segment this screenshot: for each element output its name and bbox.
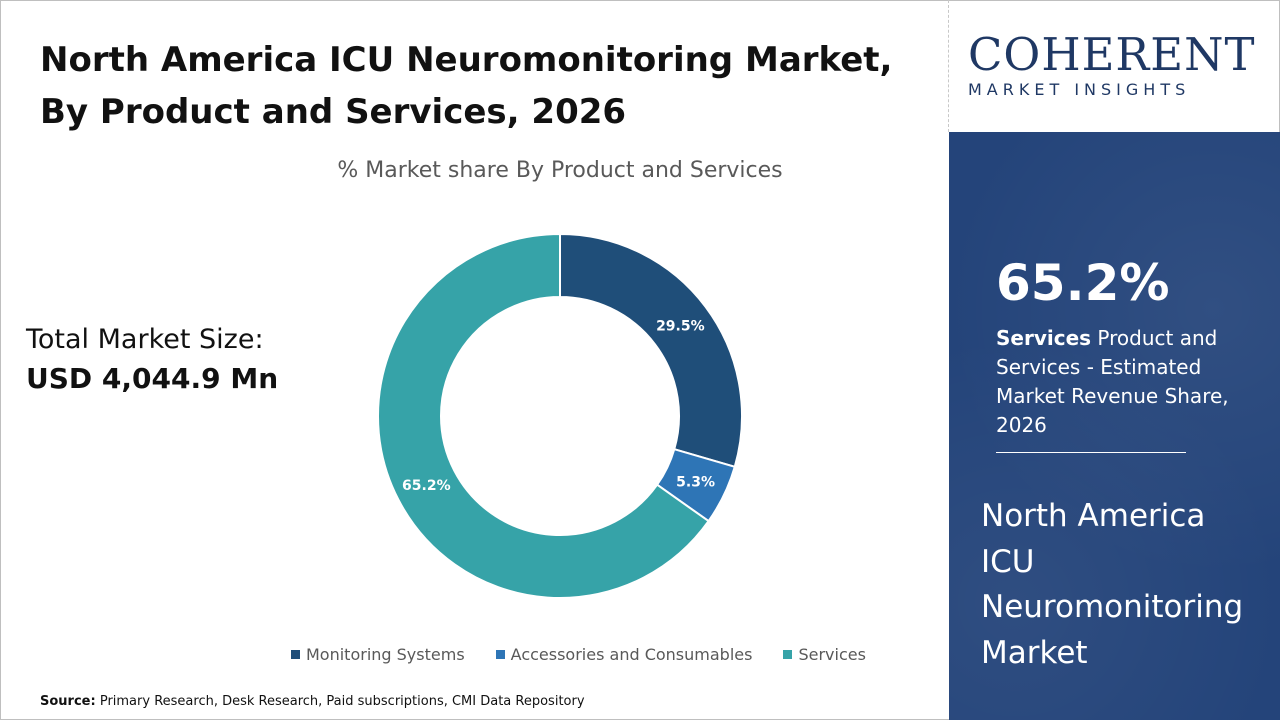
legend-label: Monitoring Systems [306,645,465,664]
donut-chart: 29.5% 5.3% 65.2% [377,232,743,599]
donut-slice-monitoring-systems [559,232,743,469]
logo-tagline: MARKET INSIGHTS [968,80,1191,99]
page-title: North America ICU Neuromonitoring Market… [40,40,893,132]
highlight-value: 65.2% [996,254,1170,312]
legend-swatch [495,650,505,659]
company-logo: COHERENT MARKET INSIGHTS [968,28,1264,100]
legend-label: Accessories and Consumables [510,645,753,664]
source-text: Primary Research, Desk Research, Paid su… [99,694,585,709]
logo-wordmark: COHERENT [968,28,1256,81]
source-note: Source: Primary Research, Desk Research,… [40,694,585,709]
donut-slice-services [377,232,710,599]
data-label: 5.3% [676,474,715,490]
source-label: Source: [40,694,96,709]
highlight-description: Services Product and Services - Estimate… [996,324,1246,440]
legend-item-accessories: Accessories and Consumables [495,645,753,664]
panel-divider [996,452,1186,453]
chart-legend: Monitoring Systems Accessories and Consu… [291,645,866,664]
data-label: 65.2% [402,478,451,494]
highlight-segment: Services [996,326,1092,350]
legend-item-services: Services [783,645,866,664]
legend-label: Services [798,645,866,664]
data-label: 29.5% [656,319,705,335]
legend-item-monitoring-systems: Monitoring Systems [291,645,465,664]
market-name: North America ICU Neuromonitoring Market [981,498,1244,671]
header-divider [948,0,951,132]
legend-swatch [291,650,300,659]
highlight-text: Product and Services - Estimated Market … [996,326,1229,437]
total-market-label: Total Market Size: [26,324,264,355]
total-market-value: USD 4,044.9 Mn [26,362,279,395]
highlight-panel: 65.2% Services Product and Services - Es… [949,132,1280,720]
chart-title: % Market share By Product and Services [337,158,783,183]
legend-swatch [783,650,793,659]
